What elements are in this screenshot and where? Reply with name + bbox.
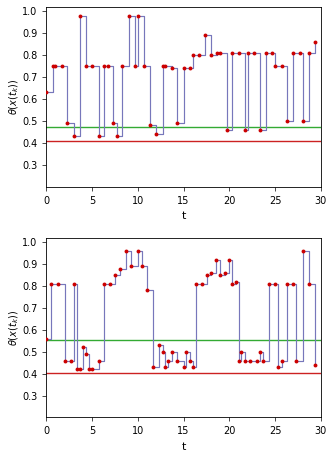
Y-axis label: $\theta(x(t_k))$: $\theta(x(t_k))$ bbox=[7, 310, 21, 346]
Y-axis label: $\theta(x(t_k))$: $\theta(x(t_k))$ bbox=[7, 79, 21, 115]
X-axis label: t: t bbox=[181, 442, 186, 452]
X-axis label: t: t bbox=[181, 211, 186, 221]
